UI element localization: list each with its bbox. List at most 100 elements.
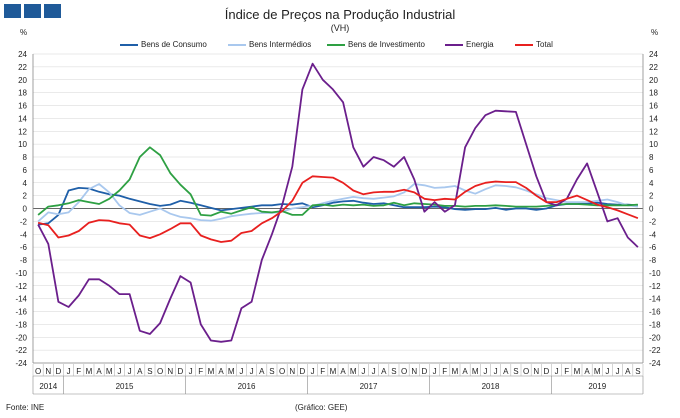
- x-month-label: M: [330, 367, 337, 376]
- x-month-label: F: [442, 367, 447, 376]
- x-month-label: J: [361, 367, 365, 376]
- x-month-label: M: [106, 367, 113, 376]
- series-line-bens-intermedios: [37, 183, 639, 223]
- unit-label-left: %: [20, 28, 28, 37]
- x-year-label: 2019: [588, 382, 606, 391]
- x-month-label: M: [350, 367, 357, 376]
- y-tick-label-left: -22: [15, 346, 27, 355]
- y-tick-label-right: -18: [649, 320, 661, 329]
- legend-swatch: [228, 43, 246, 46]
- x-month-label: A: [218, 367, 224, 376]
- x-month-label: O: [35, 367, 41, 376]
- x-month-label: S: [391, 367, 396, 376]
- legend-item: Bens de Consumo: [120, 40, 207, 49]
- x-month-label: J: [494, 367, 498, 376]
- x-month-label: J: [372, 367, 376, 376]
- x-month-label: J: [311, 367, 315, 376]
- x-month-label: J: [555, 367, 559, 376]
- legend-item: Energia: [445, 40, 494, 49]
- x-month-label: A: [503, 367, 509, 376]
- y-tick-label-left: 12: [18, 127, 27, 136]
- y-tick-label-right: 14: [649, 114, 658, 123]
- x-month-label: M: [472, 367, 479, 376]
- y-tick-label-right: -16: [649, 308, 661, 317]
- y-tick-label-left: 18: [18, 89, 27, 98]
- y-tick-label-left: -24: [15, 359, 27, 368]
- y-tick-label-right: 0: [649, 205, 654, 214]
- x-month-label: N: [289, 367, 295, 376]
- legend-label: Total: [536, 40, 553, 49]
- x-month-label: S: [147, 367, 152, 376]
- x-month-label: D: [178, 367, 184, 376]
- legend-swatch: [445, 43, 463, 46]
- y-tick-label-left: 4: [23, 179, 28, 188]
- y-tick-label-left: -8: [20, 256, 28, 265]
- y-tick-label-left: 22: [18, 63, 27, 72]
- legend-item: Total: [515, 40, 553, 49]
- x-month-label: J: [117, 367, 121, 376]
- y-tick-label-left: -20: [15, 333, 27, 342]
- legend-swatch: [515, 43, 533, 46]
- x-month-label: A: [259, 367, 265, 376]
- unit-label-right: %: [651, 28, 659, 37]
- y-tick-label-right: 10: [649, 140, 658, 149]
- y-tick-label-left: 2: [23, 192, 28, 201]
- y-tick-label-right: 22: [649, 63, 658, 72]
- y-tick-label-left: 0: [23, 205, 28, 214]
- x-month-label: M: [574, 367, 581, 376]
- y-tick-label-left: -10: [15, 269, 27, 278]
- legend-label: Bens de Consumo: [141, 40, 207, 49]
- y-tick-label-left: 14: [18, 114, 27, 123]
- legend-label: Bens Intermédios: [249, 40, 312, 49]
- x-year-label: 2017: [360, 382, 378, 391]
- x-month-label: N: [167, 367, 173, 376]
- credit-note: (Gráfico: GEE): [295, 403, 348, 412]
- x-month-label: J: [67, 367, 71, 376]
- y-tick-label-left: -12: [15, 282, 27, 291]
- x-month-label: J: [239, 367, 243, 376]
- y-tick-label-left: 8: [23, 153, 28, 162]
- x-month-label: N: [45, 367, 51, 376]
- x-month-label: O: [157, 367, 163, 376]
- y-tick-label-right: -2: [649, 217, 657, 226]
- legend-item: Bens de Investimento: [327, 40, 425, 49]
- x-month-label: D: [56, 367, 62, 376]
- x-month-label: F: [564, 367, 569, 376]
- x-month-label: A: [462, 367, 468, 376]
- x-month-label: D: [300, 367, 306, 376]
- x-month-label: M: [452, 367, 459, 376]
- y-tick-label-right: -8: [649, 256, 657, 265]
- x-month-label: M: [208, 367, 215, 376]
- y-tick-label-right: 16: [649, 102, 658, 111]
- y-tick-label-right: 4: [649, 179, 654, 188]
- x-month-label: O: [401, 367, 407, 376]
- x-month-label: N: [533, 367, 539, 376]
- logo-block-2: [24, 4, 41, 18]
- y-tick-label-left: -14: [15, 295, 27, 304]
- x-month-label: A: [625, 367, 631, 376]
- x-month-label: M: [594, 367, 601, 376]
- y-tick-label-right: -24: [649, 359, 661, 368]
- chart-subtitle: (VH): [330, 23, 350, 33]
- legend-swatch: [327, 43, 345, 46]
- logo-block-3: [44, 4, 61, 18]
- legend-label: Bens de Investimento: [348, 40, 425, 49]
- x-month-label: M: [228, 367, 235, 376]
- series-line-total: [37, 175, 639, 243]
- x-month-label: O: [279, 367, 285, 376]
- y-tick-label-right: -14: [649, 295, 661, 304]
- x-month-label: F: [76, 367, 81, 376]
- x-month-label: A: [381, 367, 387, 376]
- x-month-label: D: [422, 367, 428, 376]
- y-tick-label-left: 20: [18, 76, 27, 85]
- y-tick-label-left: -6: [20, 243, 28, 252]
- x-month-label: J: [483, 367, 487, 376]
- y-tick-label-right: 24: [649, 50, 658, 59]
- y-tick-label-right: -6: [649, 243, 657, 252]
- y-tick-label-right: 20: [649, 76, 658, 85]
- x-year-label: 2018: [482, 382, 500, 391]
- legend-item: Bens Intermédios: [228, 40, 311, 49]
- y-tick-label-left: 24: [18, 50, 27, 59]
- x-year-label: 2016: [238, 382, 256, 391]
